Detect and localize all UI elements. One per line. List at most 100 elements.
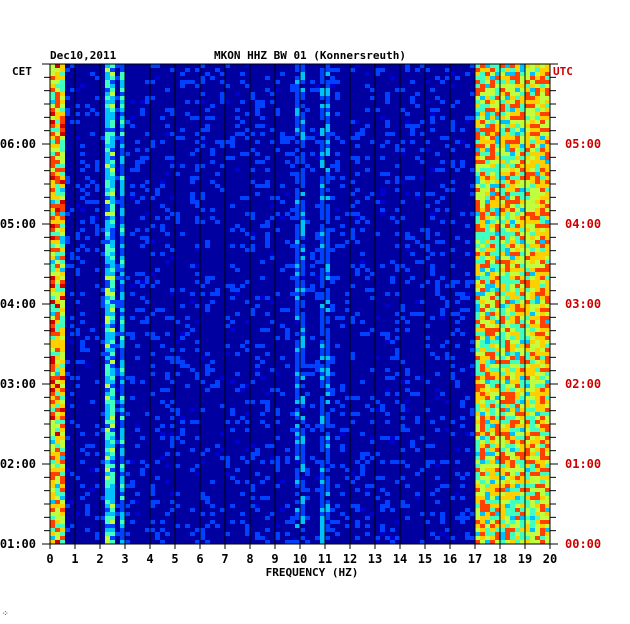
- heatmap-cell: [125, 376, 130, 380]
- heatmap-cell: [100, 496, 105, 500]
- heatmap-cell: [145, 188, 150, 192]
- heatmap-cell: [495, 424, 500, 428]
- heatmap-cell: [505, 268, 510, 272]
- cet-tick-label: 03:00: [0, 377, 36, 391]
- heatmap-cell: [165, 156, 170, 160]
- heatmap-cell: [490, 212, 495, 216]
- heatmap-cell: [475, 180, 480, 184]
- heatmap-cell: [505, 400, 510, 404]
- heatmap-cell: [525, 292, 530, 296]
- heatmap-cell: [515, 520, 520, 524]
- heatmap-cell: [475, 104, 480, 108]
- heatmap-cell: [170, 112, 175, 116]
- heatmap-cell: [485, 76, 490, 80]
- heatmap-cell: [500, 88, 505, 92]
- heatmap-cell: [490, 144, 495, 148]
- heatmap-cell: [70, 332, 75, 336]
- heatmap-cell: [480, 176, 485, 180]
- heatmap-cell: [525, 524, 530, 528]
- heatmap-cell: [140, 236, 145, 240]
- heatmap-cell: [50, 452, 55, 456]
- heatmap-cell: [530, 536, 535, 540]
- heatmap-cell: [410, 252, 415, 256]
- heatmap-cell: [300, 464, 305, 468]
- heatmap-cell: [300, 512, 305, 516]
- heatmap-cell: [525, 312, 530, 316]
- heatmap-cell: [535, 340, 540, 344]
- heatmap-cell: [360, 464, 365, 468]
- heatmap-cell: [55, 332, 60, 336]
- heatmap-cell: [535, 80, 540, 84]
- heatmap-cell: [520, 408, 525, 412]
- heatmap-cell: [455, 320, 460, 324]
- heatmap-cell: [515, 252, 520, 256]
- heatmap-cell: [120, 256, 125, 260]
- heatmap-cell: [485, 204, 490, 208]
- heatmap-cell: [530, 76, 535, 80]
- heatmap-cell: [385, 412, 390, 416]
- heatmap-cell: [50, 228, 55, 232]
- heatmap-cell: [390, 76, 395, 80]
- heatmap-cell: [120, 188, 125, 192]
- heatmap-cell: [210, 216, 215, 220]
- heatmap-cell: [105, 340, 110, 344]
- heatmap-cell: [540, 500, 545, 504]
- heatmap-cell: [50, 296, 55, 300]
- heatmap-cell: [60, 92, 65, 96]
- heatmap-cell: [105, 504, 110, 508]
- heatmap-cell: [475, 340, 480, 344]
- heatmap-cell: [55, 428, 60, 432]
- heatmap-cell: [480, 84, 485, 88]
- heatmap-cell: [485, 328, 490, 332]
- heatmap-cell: [485, 432, 490, 436]
- heatmap-cell: [475, 528, 480, 532]
- heatmap-cell: [325, 448, 330, 452]
- heatmap-cell: [55, 92, 60, 96]
- heatmap-cell: [370, 436, 375, 440]
- heatmap-cell: [325, 484, 330, 488]
- heatmap-cell: [110, 88, 115, 92]
- heatmap-cell: [60, 404, 65, 408]
- heatmap-cell: [490, 292, 495, 296]
- heatmap-cell: [490, 140, 495, 144]
- heatmap-cell: [530, 68, 535, 72]
- heatmap-cell: [325, 188, 330, 192]
- heatmap-cell: [495, 272, 500, 276]
- heatmap-cell: [545, 124, 550, 128]
- heatmap-cell: [110, 360, 115, 364]
- heatmap-cell: [60, 304, 65, 308]
- heatmap-cell: [70, 500, 75, 504]
- heatmap-cell: [140, 184, 145, 188]
- heatmap-cell: [545, 532, 550, 536]
- heatmap-cell: [495, 140, 500, 144]
- heatmap-cell: [515, 268, 520, 272]
- utc-tick-label: 01:00: [565, 457, 601, 471]
- heatmap-cell: [380, 404, 385, 408]
- heatmap-cell: [465, 516, 470, 520]
- heatmap-cell: [380, 476, 385, 480]
- heatmap-cell: [530, 484, 535, 488]
- heatmap-cell: [530, 240, 535, 244]
- heatmap-cell: [475, 296, 480, 300]
- heatmap-cell: [110, 120, 115, 124]
- heatmap-cell: [430, 108, 435, 112]
- heatmap-cell: [490, 488, 495, 492]
- heatmap-cell: [105, 172, 110, 176]
- heatmap-cell: [240, 284, 245, 288]
- heatmap-cell: [115, 276, 120, 280]
- heatmap-cell: [515, 388, 520, 392]
- heatmap-cell: [520, 148, 525, 152]
- heatmap-cell: [495, 164, 500, 168]
- heatmap-cell: [480, 96, 485, 100]
- heatmap-cell: [380, 192, 385, 196]
- heatmap-cell: [50, 132, 55, 136]
- heatmap-cell: [300, 248, 305, 252]
- heatmap-cell: [325, 520, 330, 524]
- heatmap-cell: [400, 152, 405, 156]
- heatmap-cell: [110, 472, 115, 476]
- heatmap-cell: [405, 112, 410, 116]
- heatmap-cell: [540, 540, 545, 544]
- heatmap-cell: [480, 132, 485, 136]
- heatmap-cell: [545, 360, 550, 364]
- heatmap-cell: [195, 264, 200, 268]
